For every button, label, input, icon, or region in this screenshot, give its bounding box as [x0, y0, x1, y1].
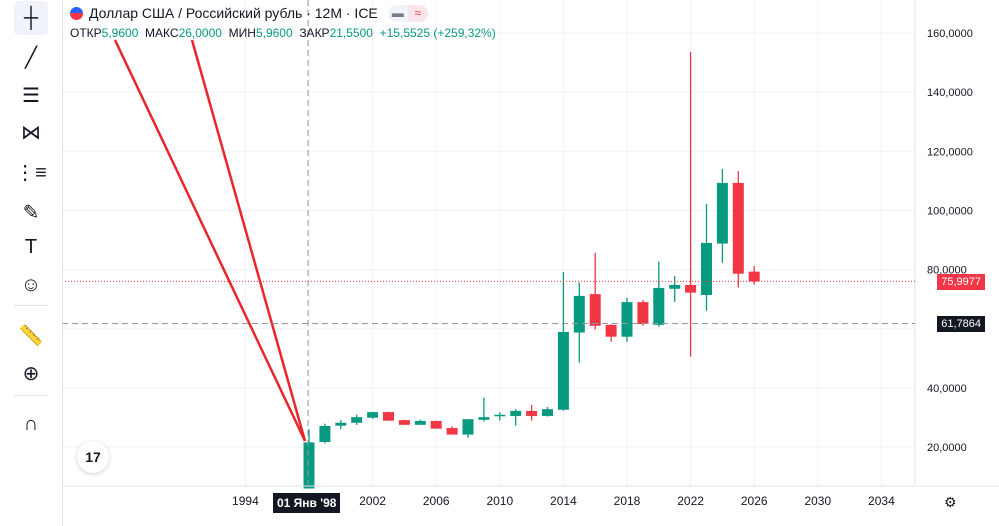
- candle-body: [589, 294, 601, 326]
- emoji-tool[interactable]: ☺: [14, 268, 48, 302]
- crosshair-icon: ┼: [23, 6, 39, 29]
- change-value: +15,5525 (+259,32%): [379, 26, 496, 40]
- toolbar-separator: [14, 395, 48, 396]
- price-tick-label: 120,0000: [927, 146, 973, 158]
- fib-tool[interactable]: ☰: [14, 78, 48, 112]
- settings-gear-icon[interactable]: ⚙: [944, 494, 957, 510]
- candle-body: [303, 442, 315, 489]
- minus-icon[interactable]: ▬: [391, 6, 404, 20]
- magnet-tool[interactable]: ∩: [14, 407, 48, 441]
- ohlc-values: ОТКР5,9600 МАКС26,0000 МИН5,9600 ЗАКР21,…: [70, 26, 496, 40]
- pattern-icon: ⋈: [21, 121, 41, 144]
- fib-icon: ☰: [22, 84, 40, 107]
- candle-body: [732, 182, 744, 274]
- price-tick-label: 80,0000: [927, 265, 967, 277]
- grid: [62, 0, 915, 486]
- approx-icon[interactable]: ≈: [407, 4, 428, 22]
- candle-body: [494, 414, 506, 417]
- time-tick-label: 2030: [804, 494, 831, 508]
- trend-line: [190, 39, 307, 442]
- candle-body: [669, 284, 681, 289]
- candle-body: [319, 426, 331, 442]
- candle-body: [526, 410, 538, 416]
- price-tick-label: 20,0000: [927, 442, 967, 454]
- candles: [303, 51, 760, 489]
- candle-body: [653, 287, 665, 325]
- close-value: 21,5500: [329, 26, 373, 40]
- high-label: МАКС: [145, 26, 179, 40]
- candle-body: [383, 412, 394, 421]
- candle-body: [398, 420, 410, 425]
- close-label: ЗАКР: [299, 26, 330, 40]
- candle-body: [446, 428, 458, 435]
- candle-body: [414, 420, 426, 425]
- trend-line-icon: ╱: [24, 46, 38, 69]
- time-tick-label: 2010: [486, 494, 513, 508]
- pattern-tool[interactable]: ⋈: [14, 115, 48, 149]
- candle-body: [637, 302, 649, 324]
- candle-body: [748, 271, 760, 282]
- low-label: МИН: [228, 26, 256, 40]
- price-tick-label: 40,0000: [927, 383, 967, 395]
- time-tick-label: 2014: [550, 494, 577, 508]
- candle-body: [367, 412, 379, 418]
- candle-body: [478, 417, 490, 420]
- time-tick-label: 2034: [868, 494, 895, 508]
- axes: 20,0000 40,0000 80,0000 100,0000 120,0000 140…: [62, 0, 999, 508]
- candle-body: [335, 422, 347, 426]
- us-flag-icon: [70, 6, 83, 20]
- symbol-title[interactable]: Доллар США / Российский рубль · 12M · IC…: [89, 5, 378, 21]
- candle-body: [605, 324, 617, 337]
- brush-tool[interactable]: ✎: [14, 195, 48, 229]
- candle-body: [621, 302, 633, 337]
- tradingview-logo[interactable]: 17: [77, 441, 109, 473]
- candle-body: [557, 331, 569, 410]
- legend: Доллар США / Российский рубль · 12M · IC…: [70, 3, 496, 40]
- open-label: ОТКР: [70, 26, 102, 40]
- crosshair-tool[interactable]: ┼: [14, 1, 48, 35]
- price-tick-label: 140,0000: [927, 87, 973, 99]
- candle-body: [573, 295, 585, 333]
- trend-lines: [113, 39, 307, 442]
- trend-line-tool[interactable]: ╱: [14, 40, 48, 74]
- time-tick-label: 2006: [423, 494, 450, 508]
- time-tick-label: 2018: [614, 494, 641, 508]
- text-tool[interactable]: T: [14, 230, 48, 264]
- candle-body: [716, 182, 728, 244]
- zoom-in-icon: ⊕: [22, 362, 40, 385]
- time-tick-label: 2022: [677, 494, 704, 508]
- trend-line: [113, 39, 307, 442]
- magnet-icon: ∩: [23, 412, 39, 435]
- ruler-icon: 📏: [18, 324, 44, 347]
- text-icon: T: [24, 235, 38, 258]
- legend-toggles[interactable]: ▬ ≈: [387, 4, 428, 22]
- candle-body: [510, 410, 522, 416]
- open-value: 5,9600: [101, 26, 139, 40]
- price-tick-label: 100,0000: [927, 205, 973, 217]
- price-tick-label: 160,0000: [927, 28, 973, 40]
- high-value: 26,0000: [178, 26, 222, 40]
- time-tick-label: 2002: [359, 494, 386, 508]
- candle-body: [685, 284, 697, 293]
- crosshair-time-label: 01 Янв '98: [273, 493, 341, 513]
- emoji-icon: ☺: [20, 273, 42, 296]
- candle-body: [430, 420, 442, 429]
- candle-body: [462, 419, 474, 435]
- time-tick-label: 2026: [741, 494, 768, 508]
- crosshair-price-label: 61,7864: [937, 316, 985, 332]
- candle-body: [542, 409, 553, 416]
- time-tick-label: 1994: [232, 494, 259, 508]
- ruler-tool[interactable]: 📏: [14, 318, 48, 352]
- candle-body: [351, 417, 363, 423]
- current-price-label: 75,9977: [937, 274, 985, 290]
- drawing-toolbar: ┼ ╱ ☰ ⋈ ⋮≡ ✎ T ☺ 📏 ⊕ ∩: [0, 0, 63, 526]
- candle-body: [701, 242, 712, 296]
- low-value: 5,9600: [255, 26, 293, 40]
- brush-icon: ✎: [22, 201, 40, 224]
- forecast-tool[interactable]: ⋮≡: [14, 155, 48, 189]
- zoom-in-tool[interactable]: ⊕: [14, 356, 48, 390]
- forecast-icon: ⋮≡: [15, 161, 47, 184]
- toolbar-separator: [14, 305, 48, 306]
